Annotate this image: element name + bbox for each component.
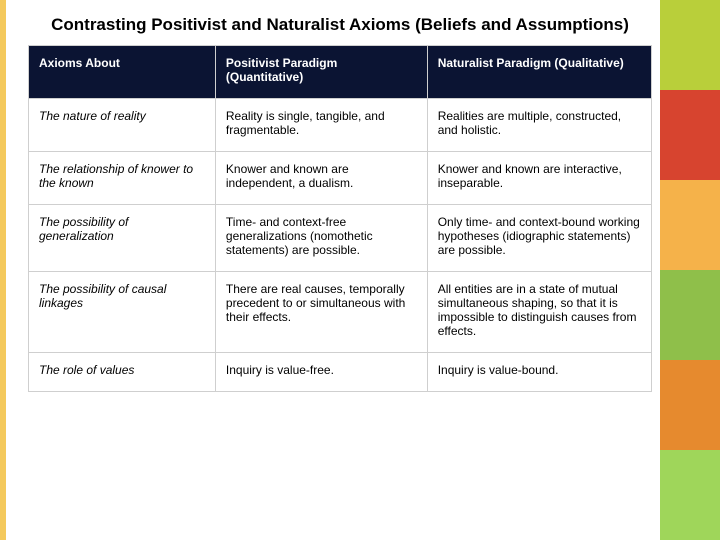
header-axiom: Axioms About (29, 46, 216, 99)
cell-positivist: Time- and context-free generalizations (… (215, 205, 427, 272)
table-header-row: Axioms About Positivist Paradigm (Quanti… (29, 46, 652, 99)
decor-block (660, 360, 720, 450)
cell-positivist: Reality is single, tangible, and fragmen… (215, 99, 427, 152)
decor-block (660, 90, 720, 180)
right-decor-strip (660, 0, 720, 540)
decor-block (660, 180, 720, 270)
table-body: The nature of reality Reality is single,… (29, 99, 652, 392)
cell-positivist: Inquiry is value-free. (215, 353, 427, 392)
cell-naturalist: Only time- and context-bound working hyp… (427, 205, 651, 272)
table-row: The relationship of knower to the known … (29, 152, 652, 205)
cell-positivist: There are real causes, temporally preced… (215, 272, 427, 353)
content-area: Contrasting Positivist and Naturalist Ax… (28, 14, 652, 392)
cell-axiom: The nature of reality (29, 99, 216, 152)
table-row: The role of values Inquiry is value-free… (29, 353, 652, 392)
table-row: The possibility of causal linkages There… (29, 272, 652, 353)
cell-axiom: The possibility of generalization (29, 205, 216, 272)
cell-axiom: The role of values (29, 353, 216, 392)
cell-positivist: Knower and known are independent, a dual… (215, 152, 427, 205)
left-accent-bar (0, 0, 6, 540)
cell-naturalist: Inquiry is value-bound. (427, 353, 651, 392)
table-row: The possibility of generalization Time- … (29, 205, 652, 272)
decor-block (660, 450, 720, 540)
slide-title: Contrasting Positivist and Naturalist Ax… (28, 14, 652, 35)
axioms-table: Axioms About Positivist Paradigm (Quanti… (28, 45, 652, 392)
decor-block (660, 270, 720, 360)
cell-axiom: The possibility of causal linkages (29, 272, 216, 353)
decor-block (660, 0, 720, 90)
cell-axiom: The relationship of knower to the known (29, 152, 216, 205)
cell-naturalist: All entities are in a state of mutual si… (427, 272, 651, 353)
header-naturalist: Naturalist Paradigm (Qualitative) (427, 46, 651, 99)
cell-naturalist: Knower and known are interactive, insepa… (427, 152, 651, 205)
cell-naturalist: Realities are multiple, constructed, and… (427, 99, 651, 152)
table-row: The nature of reality Reality is single,… (29, 99, 652, 152)
header-positivist: Positivist Paradigm (Quantitative) (215, 46, 427, 99)
slide: Contrasting Positivist and Naturalist Ax… (0, 0, 720, 540)
